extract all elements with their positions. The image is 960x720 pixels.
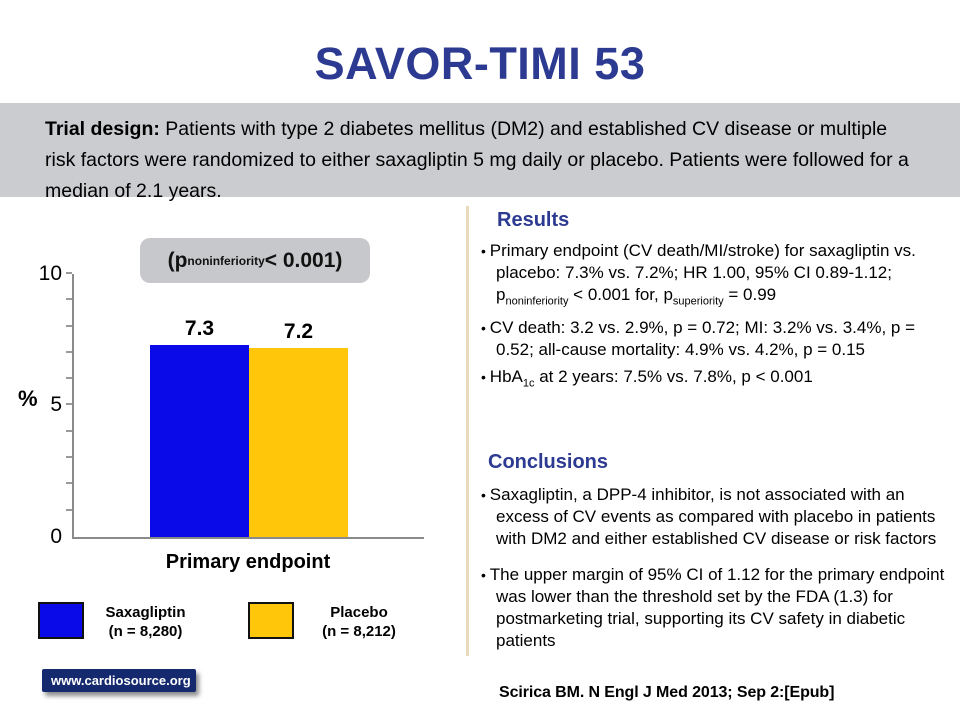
p-annotation-suffix: < 0.001) <box>264 248 343 272</box>
bullet-item: Saxagliptin, a DPP-4 inhibitor, is not a… <box>481 484 949 550</box>
y-axis-line <box>72 274 74 537</box>
x-axis-line <box>72 537 424 539</box>
legend-n-placebo: (n = 8,212) <box>322 623 396 640</box>
y-tick-label: 5 <box>50 393 62 416</box>
y-axis-title: % <box>18 386 38 411</box>
citation: Scirica BM. N Engl J Med 2013; Sep 2:[Ep… <box>499 684 835 701</box>
p-annotation-subscript: noninferiority <box>187 253 265 268</box>
p-annotation-prefix: (p <box>167 248 188 272</box>
bar-column-placebo: 7.2 <box>249 320 348 537</box>
bar-chart: % 0 5 10 7.3 7.2 Primary endpoint <box>0 260 460 580</box>
bullet-item: CV death: 3.2 vs. 2.9%, p = 0.72; MI: 3.… <box>481 317 943 361</box>
legend-name-placebo: Placebo <box>330 604 388 621</box>
legend-label-saxagliptin: Saxagliptin (n = 8,280) <box>88 603 203 641</box>
bar-value-saxagliptin: 7.3 <box>184 317 215 340</box>
legend-swatch-saxagliptin <box>38 602 84 639</box>
legend-name-saxagliptin: Saxagliptin <box>105 604 186 621</box>
conclusions-heading: Conclusions <box>488 451 609 473</box>
cardiosource-link-badge[interactable]: www.cardiosource.org <box>42 669 196 692</box>
legend-n-saxagliptin: (n = 8,280) <box>108 623 183 640</box>
bar-column-saxagliptin: 7.3 <box>150 317 249 537</box>
results-bullet-list: Primary endpoint (CV death/MI/stroke) fo… <box>481 240 943 400</box>
y-tick-label: 0 <box>50 525 62 548</box>
trial-design-box: Trial design: Patients with type 2 diabe… <box>0 103 960 202</box>
trial-design-label: Trial design: <box>45 118 160 140</box>
y-tick-label: 10 <box>38 262 62 285</box>
bullet-item: Primary endpoint (CV death/MI/stroke) fo… <box>481 240 943 312</box>
bar-value-placebo: 7.2 <box>283 320 314 343</box>
legend-label-placebo: Placebo (n = 8,212) <box>300 603 418 641</box>
y-axis-labels: 0 5 10 <box>28 262 66 548</box>
x-axis-category-label: Primary endpoint <box>165 551 331 573</box>
legend-swatch-placebo <box>248 602 294 639</box>
p-value-annotation: (p noninferiority < 0.001) <box>140 238 370 283</box>
page-title: SAVOR-TIMI 53 <box>314 38 646 89</box>
bar-placebo <box>249 348 348 537</box>
bullet-item: HbA1c at 2 years: 7.5% vs. 7.8%, p < 0.0… <box>481 366 943 394</box>
conclusions-bullet-list: Saxagliptin, a DPP-4 inhibitor, is not a… <box>481 484 949 666</box>
trial-design-text: Patients with type 2 diabetes mellitus (… <box>45 118 909 202</box>
vertical-divider <box>466 206 469 656</box>
bar-saxagliptin <box>150 345 249 537</box>
bullet-item: The upper margin of 95% CI of 1.12 for t… <box>481 564 949 652</box>
results-heading: Results <box>497 209 570 231</box>
